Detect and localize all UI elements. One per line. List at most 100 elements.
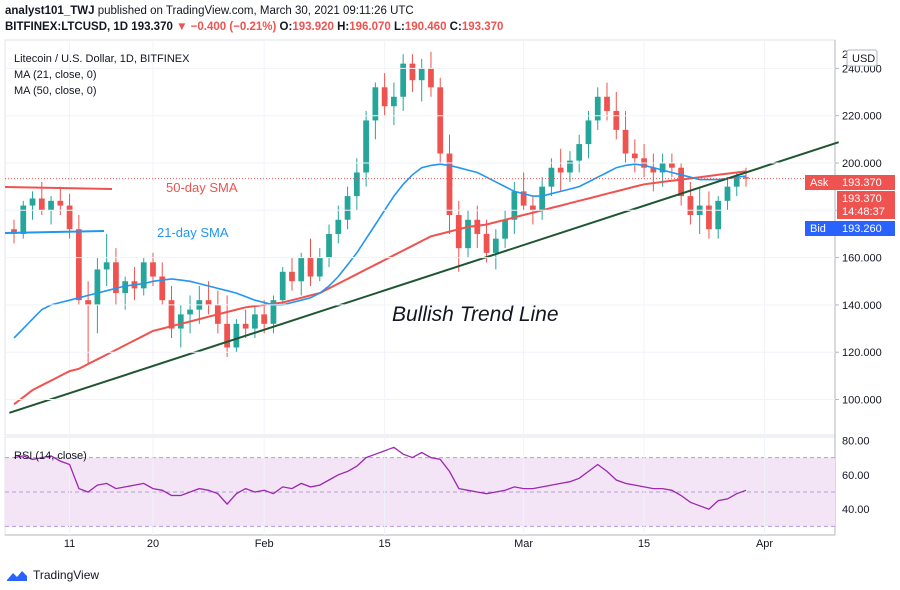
candle-body [733, 177, 740, 187]
candle-body [530, 205, 536, 211]
candle-body [511, 191, 518, 220]
candle-body [11, 229, 17, 234]
candle-body [353, 172, 360, 197]
open-label: O: [279, 21, 293, 33]
candle-body [520, 191, 527, 206]
close-value: 193.370 [461, 21, 504, 33]
sma21-annotation-line [4, 230, 105, 234]
legend-ma21: MA (21, close, 0) [14, 69, 97, 81]
candle-body [159, 276, 166, 301]
candle-body [594, 96, 601, 121]
candle-body [261, 314, 268, 324]
candle-body [474, 219, 481, 234]
candle-body [94, 269, 101, 305]
candle-body [613, 110, 620, 130]
candle-body [29, 198, 36, 206]
candle-body [502, 219, 508, 239]
candle-body [168, 300, 175, 329]
ma50-line [13, 170, 747, 406]
high-label: H: [337, 21, 350, 33]
candle-body [409, 63, 416, 81]
bar-countdown: 14:48:37 [842, 206, 885, 218]
close-label: C: [449, 21, 462, 33]
candle-body [548, 167, 555, 187]
candle-body [585, 120, 592, 145]
candle-body [743, 177, 749, 179]
candle-body [539, 186, 546, 211]
candle-body [177, 314, 184, 329]
candle-body [252, 314, 258, 329]
publish-line: analyst101_TWJ published on TradingView.… [5, 5, 414, 17]
bullish-trend-line[interactable] [9, 141, 839, 414]
time-tick-label: Feb [255, 538, 274, 550]
candle-body [678, 167, 685, 197]
candle-body [103, 262, 110, 270]
open-value: 193.920 [292, 21, 334, 33]
down-arrow-icon: ▼ [176, 21, 188, 33]
symbol-line: BITFINEX:LTCUSD, 1D 193.370 ▼ −0.400 (−0… [5, 21, 503, 33]
candle-body [187, 309, 193, 315]
price-axis-top-partial: 2 [842, 49, 848, 61]
footer-brand[interactable]: TradingView [33, 568, 100, 582]
candle-body [326, 233, 332, 258]
price-tick-label: 200.000 [842, 158, 882, 170]
last-price: 193.370 [131, 21, 173, 33]
bid-tag [805, 221, 837, 236]
candle-body [242, 323, 249, 329]
candle-body [567, 160, 573, 173]
footer: TradingView [6, 566, 99, 584]
published-text: published on TradingView.com, March 30, … [97, 5, 414, 17]
ask-price-tag [837, 175, 895, 190]
bid-label: Bid [810, 223, 826, 235]
candle-body [270, 300, 277, 324]
bid-price: 193.260 [842, 223, 882, 235]
candle-body [465, 219, 471, 249]
chart-area[interactable]: 240.000220.000200.000180.000160.000140.0… [0, 0, 900, 560]
candle-body [650, 167, 657, 173]
ask-price: 193.370 [842, 177, 882, 189]
time-tick-label: 11 [64, 538, 75, 550]
candle-body [363, 120, 369, 173]
price-tick-label: 220.000 [842, 111, 882, 123]
main-pane[interactable] [4, 39, 836, 436]
candle-body [659, 162, 666, 173]
rsi-line [13, 446, 747, 510]
sma50-annotation-line [4, 186, 113, 190]
candle-body [391, 96, 397, 107]
currency-label: USD [852, 53, 875, 65]
candle-body [279, 271, 286, 301]
candle-body [381, 87, 388, 107]
candle-body [483, 233, 490, 253]
rsi-tick-label: 60.00 [842, 470, 870, 482]
sma21-annotation: 21-day SMA [157, 225, 229, 240]
last-price-value: 193.370 [842, 193, 882, 205]
candle-body [706, 205, 712, 230]
candle-body [20, 205, 27, 234]
ma21-line [13, 163, 747, 339]
candle-body [622, 129, 629, 154]
ask-tag [805, 175, 837, 190]
candle-body [66, 205, 73, 230]
time-tick-label: 15 [638, 538, 650, 550]
currency-button[interactable] [846, 49, 878, 67]
candle-body [224, 323, 230, 348]
low-label: L: [394, 21, 405, 33]
chart-header: analyst101_TWJ published on TradingView.… [0, 0, 900, 40]
candle-body [400, 63, 407, 97]
bid-price-tag [837, 221, 895, 236]
candle-body [289, 271, 295, 282]
candle-body [57, 200, 64, 206]
publisher-name[interactable]: analyst101_TWJ [5, 5, 95, 17]
candle-body [669, 162, 675, 168]
candle-body [205, 300, 212, 305]
candle-body [724, 186, 731, 201]
candle-body [48, 200, 54, 211]
candle-body [455, 215, 462, 249]
candle-body [557, 167, 564, 173]
candle-body [85, 300, 91, 305]
candle-body [428, 68, 434, 88]
time-tick-label: Apr [756, 538, 773, 550]
price-tick-label: 140.000 [842, 300, 882, 312]
price-tick-label: 120.000 [842, 347, 882, 359]
candle-body [335, 219, 342, 234]
